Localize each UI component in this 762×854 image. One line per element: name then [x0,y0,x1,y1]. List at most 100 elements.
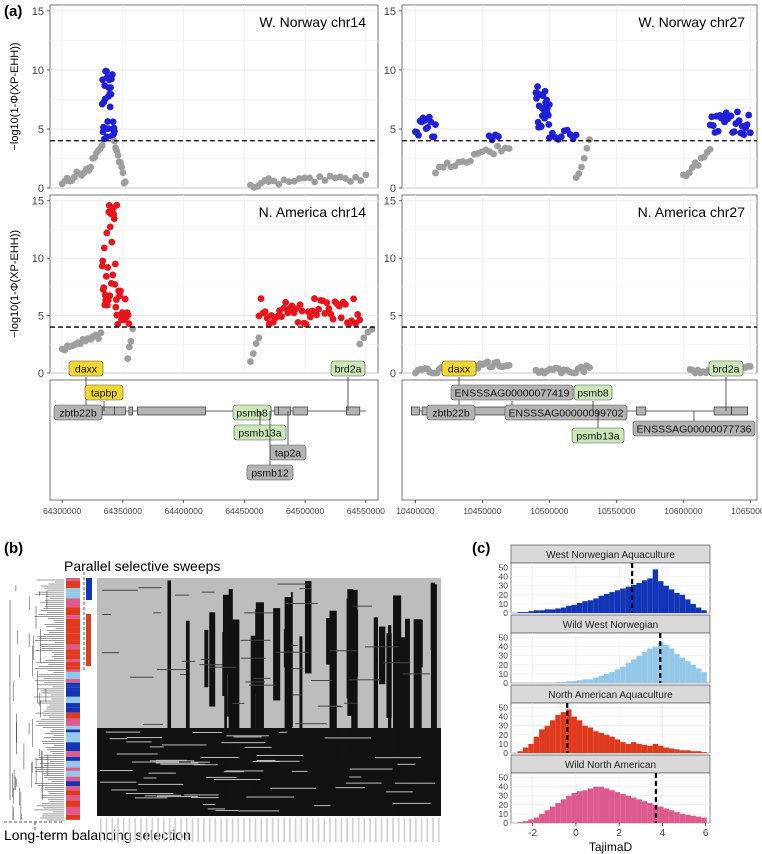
data-point [352,173,360,181]
histogram-bar [685,750,691,753]
data-point [296,301,304,309]
matrix-light-streak [184,794,219,796]
data-point [545,101,553,108]
histogram-bar [614,590,621,613]
histogram-bar [631,584,637,613]
matrix-dark-streak [101,652,120,654]
data-point [290,177,298,185]
data-point [743,121,751,129]
snp-id-label [226,818,228,842]
matrix-light-streak [223,771,245,773]
data-point [118,163,126,171]
x-tick-label: 4 [660,828,666,839]
histogram-bar [658,806,664,823]
data-point [104,118,112,125]
facet-y-tick-label: 50 [499,633,509,643]
facet-y-tick-label: 50 [499,773,509,783]
histogram-bar [701,752,707,753]
data-point [280,304,288,312]
matrix-light-streak [237,810,280,812]
population-strip-cell [66,671,80,680]
histogram-bar [604,593,610,613]
matrix-light-streak [138,783,184,785]
data-point [356,316,364,324]
matrix-light-streak [149,746,164,748]
facet-y-tick-label: 40 [499,572,509,582]
matrix-dark-block [97,728,441,816]
dendrogram [4,579,64,832]
histogram-bar [528,743,534,753]
population-strip-cell [66,707,80,713]
data-point [110,215,118,223]
population-strip-cell [66,786,80,791]
snp-id-label [369,818,371,842]
facet-title: Wild West Norwegian [563,620,658,631]
histogram-bar [560,799,567,823]
data-point [114,320,122,328]
matrix-dark-streak [199,664,223,666]
data-point [275,180,283,188]
snp-id-label [306,818,308,842]
snp-id-label [334,818,337,842]
histogram-bar [652,646,659,683]
matrix-dark-streak [244,612,273,614]
snp-id-label [420,818,423,842]
snp-id-label [397,818,400,842]
data-point [103,229,111,237]
y-axis-label: −log10(1-Φ(XP-EHH)) [9,42,21,150]
matrix-allele-column [250,635,256,804]
data-point [114,151,122,159]
histogram-bar [647,745,653,753]
histogram-bar [636,655,642,683]
data-point [311,295,318,302]
facet-y-tick-label: 20 [499,660,509,670]
histogram-bar [641,580,648,613]
data-point [709,122,717,129]
data-point [280,176,288,184]
histogram-bar [620,588,626,613]
matrix-allele-column [284,596,292,794]
histogram-bar [517,751,523,753]
snp-id-label [260,818,263,842]
gene-label-box [504,404,628,421]
population-strip-cell [66,618,80,628]
y-tick-label: 5 [390,311,396,323]
matrix-dark-streak [175,594,190,596]
data-point [103,133,111,141]
data-point [247,358,254,365]
matrix-dark-streak [209,666,237,668]
population-strip-cell [66,633,80,641]
data-point [578,163,585,171]
data-point [586,136,593,144]
matrix-light-streak [392,802,431,804]
gene-track-chr14: daxx tapbp brd2a zbtb22b psmb8 psmb13a tap2a ps… [43,360,385,516]
matrix-light-streak [225,770,264,772]
matrix-dark-streak [317,705,342,707]
facet-title: Wild North American [565,760,656,771]
data-point [356,340,364,348]
histogram-bar [566,795,572,823]
data-point [278,313,285,320]
matrix-dark-streak [200,658,211,660]
facet-y-tick-label: 40 [499,642,509,652]
matrix-light-streak [349,768,393,770]
matrix-light-streak [201,756,239,758]
data-point [357,177,365,184]
snp-id-label [231,818,234,842]
histogram-bar [560,682,567,683]
x-tick-label: 2 [616,828,622,839]
data-point [112,303,120,311]
data-point [505,361,513,369]
histogram-bar [641,744,648,753]
histogram-bar [576,680,583,683]
histogram-bar [539,610,545,613]
data-point [484,358,491,366]
population-strip-cell [66,654,80,660]
x-tick-label: 10600000 [664,506,702,516]
snp-id-label [289,818,291,842]
data-point [537,122,545,130]
matrix-dark-streak [402,673,430,675]
